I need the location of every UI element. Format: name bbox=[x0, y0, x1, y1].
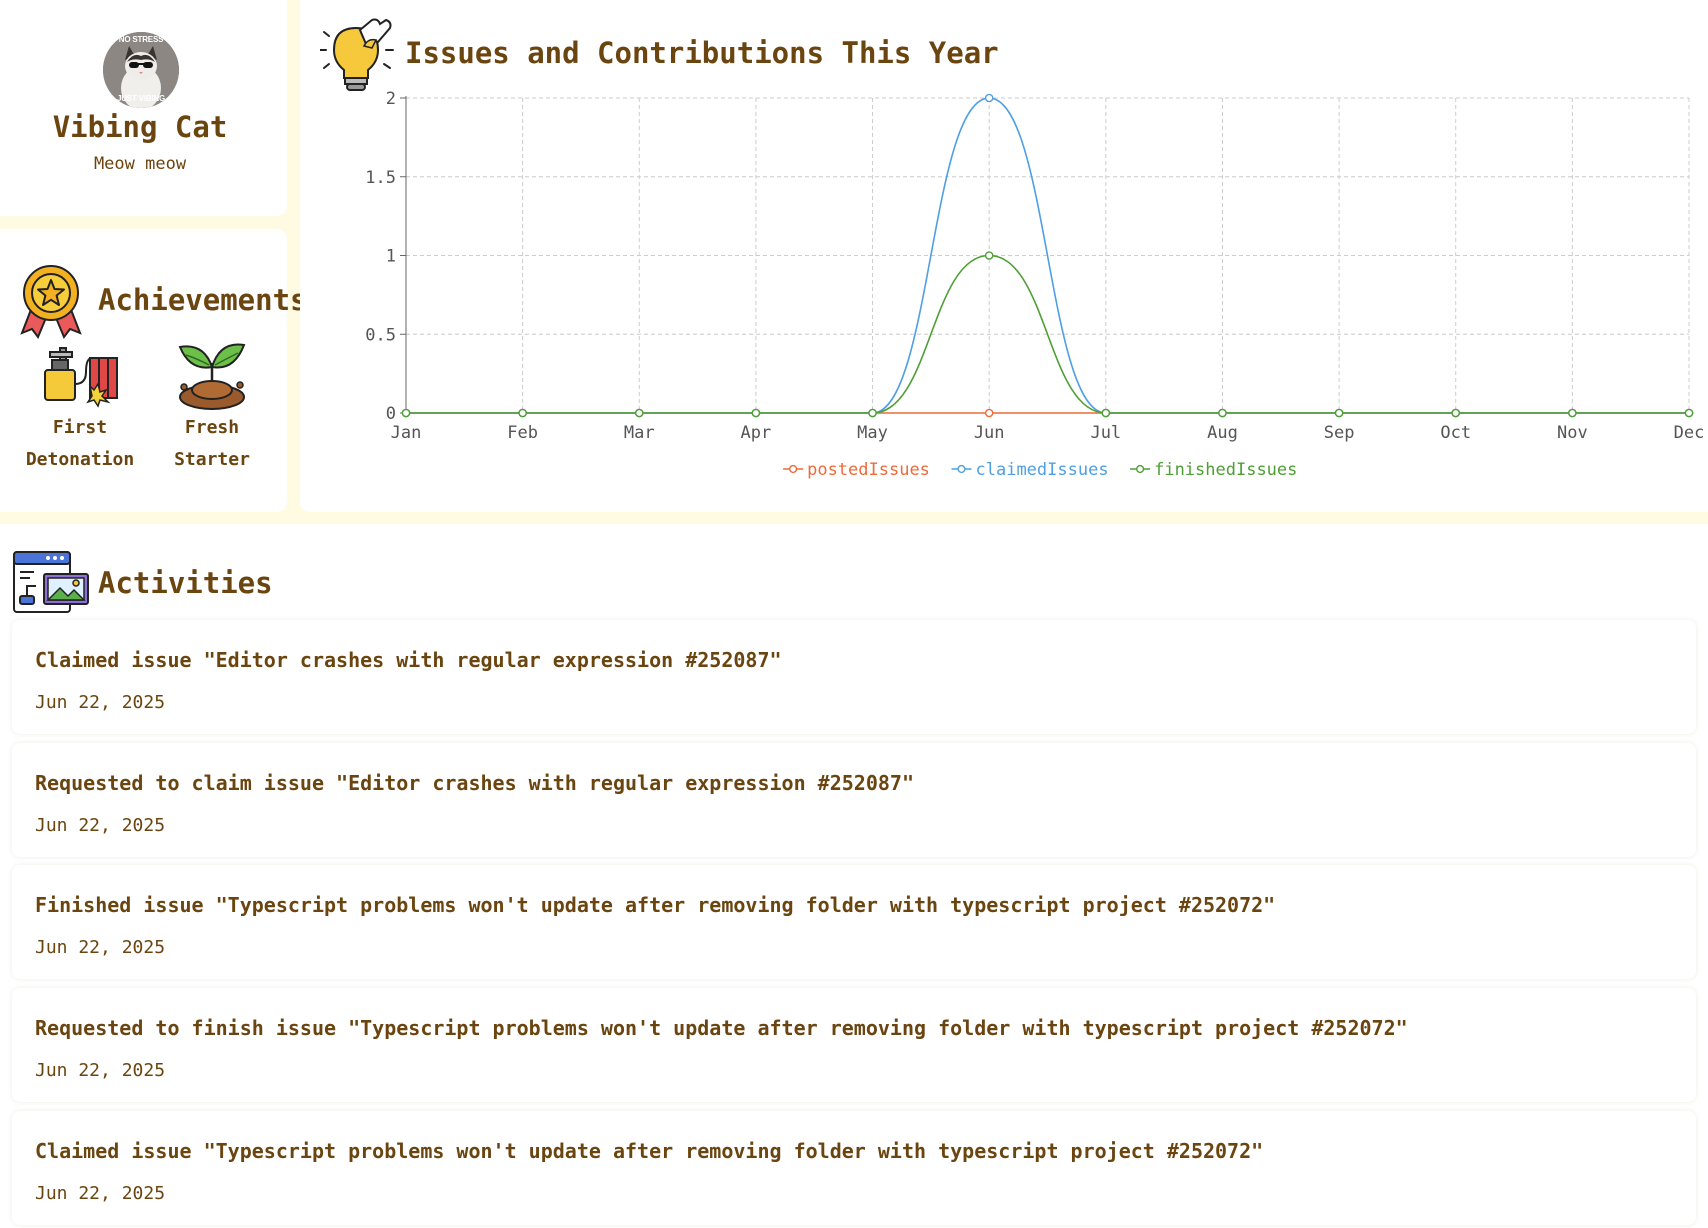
data-point-finishedIssues bbox=[1101, 408, 1111, 418]
data-point-finishedIssues bbox=[1218, 408, 1227, 418]
profile-name: Vibing Cat bbox=[52, 110, 228, 144]
x-tick-label: Aug bbox=[1207, 423, 1238, 443]
medal-icon bbox=[20, 265, 82, 339]
activity-item[interactable]: Requested to claim issue "Editor crashes… bbox=[12, 743, 1696, 857]
activity-text: Requested to claim issue "Editor crashes… bbox=[35, 771, 914, 795]
y-tick-label: 2 bbox=[386, 89, 396, 109]
cat-avatar-icon bbox=[103, 32, 179, 108]
legend-marker-claimedIssues bbox=[957, 464, 966, 474]
data-point-finishedIssues bbox=[1451, 408, 1461, 418]
achievements-title: Achievements bbox=[98, 283, 308, 317]
activities-title: Activities bbox=[98, 566, 273, 600]
profile-card: NO STRESS JUST VIBING Vibing Cat Meow me… bbox=[0, 0, 287, 216]
data-point-finishedIssues bbox=[1568, 408, 1577, 418]
y-tick-label: 0.5 bbox=[365, 325, 396, 345]
data-point-finishedIssues bbox=[1334, 408, 1344, 418]
data-point-claimedIssues bbox=[984, 93, 994, 103]
x-tick-label: Jul bbox=[1090, 423, 1121, 443]
activity-date: Jun 22, 2025 bbox=[35, 937, 166, 958]
x-tick-label: Jun bbox=[974, 423, 1005, 443]
x-tick-label: Mar bbox=[624, 423, 655, 443]
legend-marker-postedIssues bbox=[789, 464, 798, 474]
x-tick-label: Feb bbox=[507, 423, 538, 443]
legend-label-postedIssues: postedIssues bbox=[807, 460, 930, 480]
x-tick-label: Oct bbox=[1440, 423, 1471, 443]
activity-text: Finished issue "Typescript problems won'… bbox=[35, 893, 1276, 917]
activity-text: Requested to finish issue "Typescript pr… bbox=[35, 1016, 1408, 1040]
y-tick-label: 0 bbox=[386, 404, 396, 424]
activity-date: Jun 22, 2025 bbox=[35, 1183, 166, 1204]
activity-date: Jun 22, 2025 bbox=[35, 815, 166, 836]
y-tick-label: 1 bbox=[386, 247, 396, 267]
data-point-finishedIssues bbox=[868, 408, 877, 418]
activity-item[interactable]: Finished issue "Typescript problems won'… bbox=[12, 865, 1696, 979]
browser-gallery-icon bbox=[13, 551, 89, 613]
badge-label-fresh-starter: Fresh Starter bbox=[174, 417, 250, 470]
activity-text: Claimed issue "Typescript problems won't… bbox=[35, 1139, 1264, 1163]
data-point-finishedIssues bbox=[634, 408, 644, 418]
data-point-finishedIssues bbox=[1684, 408, 1694, 418]
lightbulb-puzzle-icon bbox=[320, 18, 394, 91]
activity-item[interactable]: Claimed issue "Editor crashes with regul… bbox=[12, 620, 1696, 734]
x-tick-label: Nov bbox=[1557, 423, 1588, 443]
contributions-line-chart: 0 0.5 1 1.5 2 Jan Feb Mar Apr May Jun Jul Aug Sep Oct N… bbox=[365, 89, 1705, 480]
avatar[interactable]: NO STRESS JUST VIBING bbox=[103, 32, 179, 108]
x-tick-label: Sep bbox=[1324, 423, 1355, 443]
x-tick-label: Jan bbox=[391, 423, 422, 443]
activity-item[interactable]: Requested to finish issue "Typescript pr… bbox=[12, 988, 1696, 1102]
profile-bio: Meow meow bbox=[93, 154, 187, 174]
activity-text: Claimed issue "Editor crashes with regul… bbox=[35, 648, 782, 672]
badge-label-first-detonation: First Detonation bbox=[25, 417, 135, 470]
activity-item[interactable]: Claimed issue "Typescript problems won't… bbox=[12, 1111, 1696, 1225]
activities-section: Activities Claimed issue "Editor crashes… bbox=[0, 524, 1708, 1228]
detonator-icon bbox=[44, 347, 118, 408]
avatar-caption-bottom: JUST VIBING bbox=[116, 94, 166, 103]
x-tick-label: Dec bbox=[1674, 423, 1705, 443]
data-point-finishedIssues bbox=[518, 408, 527, 418]
y-tick-label: 1.5 bbox=[365, 168, 396, 188]
sprout-icon bbox=[178, 343, 246, 410]
x-tick-label: May bbox=[857, 423, 888, 443]
data-point-finishedIssues bbox=[751, 408, 761, 418]
data-point-finishedIssues bbox=[401, 408, 411, 418]
activity-date: Jun 22, 2025 bbox=[35, 1060, 166, 1081]
legend-marker-finishedIssues bbox=[1135, 464, 1145, 474]
chart-section-title: Issues and Contributions This Year bbox=[405, 36, 999, 70]
data-point-finishedIssues bbox=[984, 251, 994, 260]
legend-label-claimedIssues: claimedIssues bbox=[976, 460, 1109, 480]
avatar-caption-top: NO STRESS bbox=[118, 35, 164, 44]
legend-label-finishedIssues: finishedIssues bbox=[1154, 460, 1297, 480]
data-point-postedIssues bbox=[984, 408, 994, 418]
activity-date: Jun 22, 2025 bbox=[35, 692, 166, 713]
contributions-card: Issues and Contributions This Year 0 0.5 1… bbox=[300, 0, 1708, 512]
x-tick-label: Apr bbox=[741, 423, 772, 443]
